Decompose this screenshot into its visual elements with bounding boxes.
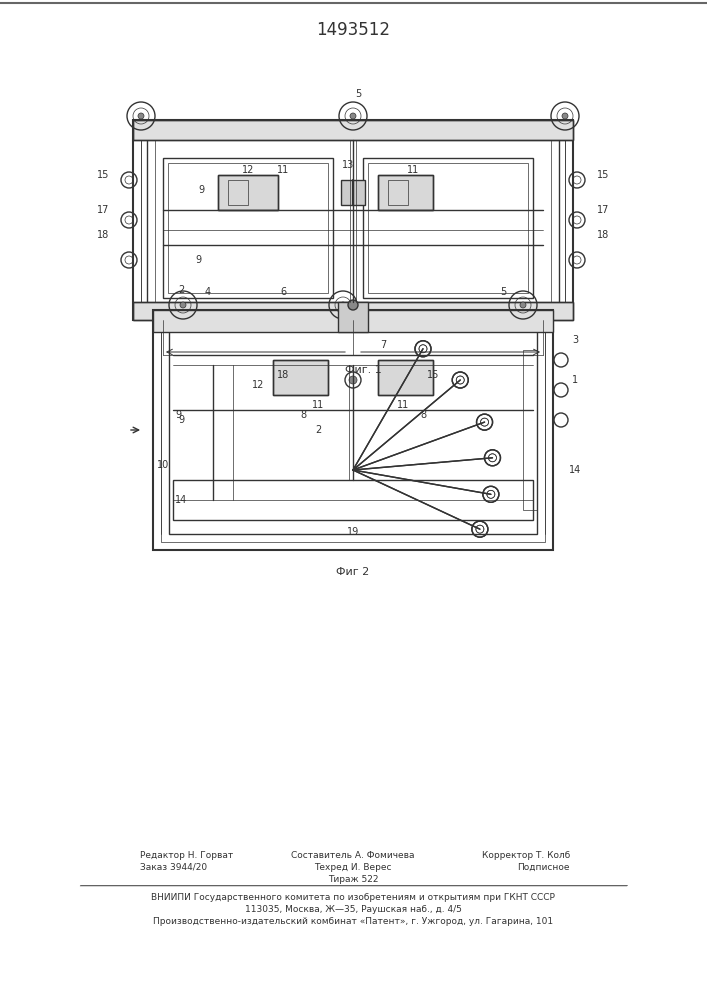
Text: 7: 7 xyxy=(380,340,386,350)
Circle shape xyxy=(349,376,357,384)
Text: 8: 8 xyxy=(420,410,426,420)
Text: 18: 18 xyxy=(277,370,289,380)
Bar xyxy=(133,120,573,140)
Text: Производственно-издательский комбинат «Патент», г. Ужгород, ул. Гагарина, 101: Производственно-издательский комбинат «П… xyxy=(153,916,553,926)
Text: 15: 15 xyxy=(97,170,109,180)
Bar xyxy=(133,120,573,140)
Bar xyxy=(273,360,328,395)
Bar xyxy=(141,128,565,312)
Text: 3: 3 xyxy=(572,335,578,345)
Circle shape xyxy=(350,113,356,119)
Bar xyxy=(378,360,433,395)
Bar xyxy=(153,310,553,550)
Text: Тираж 522: Тираж 522 xyxy=(328,874,378,884)
Bar xyxy=(341,180,365,205)
Bar xyxy=(161,318,545,542)
Text: 18: 18 xyxy=(97,230,109,240)
Bar xyxy=(173,480,533,520)
Text: 12: 12 xyxy=(252,380,264,390)
Text: 8: 8 xyxy=(300,410,306,420)
Text: 11: 11 xyxy=(312,400,324,410)
Text: 5: 5 xyxy=(355,89,361,99)
Text: 18: 18 xyxy=(597,230,609,240)
Bar xyxy=(368,163,528,293)
Text: 9: 9 xyxy=(198,185,204,195)
Text: 11: 11 xyxy=(397,400,409,410)
Text: Составитель А. Фомичева: Составитель А. Фомичева xyxy=(291,850,415,859)
Text: Корректор Т. Колб: Корректор Т. Колб xyxy=(481,850,570,859)
Bar xyxy=(168,163,328,293)
Text: Фиг 2: Фиг 2 xyxy=(337,567,370,577)
Circle shape xyxy=(138,113,144,119)
Bar xyxy=(169,326,537,534)
Bar xyxy=(133,302,573,320)
Bar xyxy=(153,310,553,332)
Bar xyxy=(218,175,278,210)
Circle shape xyxy=(180,302,186,308)
Text: 13: 13 xyxy=(342,160,354,170)
Circle shape xyxy=(348,300,358,310)
Text: 10: 10 xyxy=(157,460,169,470)
Text: 17: 17 xyxy=(97,205,109,215)
Text: 2: 2 xyxy=(178,285,184,295)
Bar xyxy=(228,180,248,205)
Circle shape xyxy=(520,302,526,308)
Circle shape xyxy=(562,113,568,119)
Text: 1493512: 1493512 xyxy=(316,21,390,39)
Text: ВНИИПИ Государственного комитета по изобретениям и открытиям при ГКНТ СССР: ВНИИПИ Государственного комитета по изоб… xyxy=(151,892,555,902)
Text: 12: 12 xyxy=(242,165,255,175)
Text: 9: 9 xyxy=(195,255,201,265)
Bar xyxy=(388,180,408,205)
Text: Подписное: Подписное xyxy=(518,862,570,871)
Text: Заказ 3944/20: Заказ 3944/20 xyxy=(140,862,207,871)
Text: 4: 4 xyxy=(205,287,211,297)
Text: 14: 14 xyxy=(569,465,581,475)
Text: 2: 2 xyxy=(315,425,321,435)
Text: 11: 11 xyxy=(277,165,289,175)
Text: Фиг. 1: Фиг. 1 xyxy=(344,365,381,375)
Text: Техред И. Верес: Техред И. Верес xyxy=(314,862,392,871)
Text: 9: 9 xyxy=(175,410,181,420)
Text: 14: 14 xyxy=(175,495,187,505)
Text: 5: 5 xyxy=(500,287,506,297)
Bar xyxy=(523,350,537,510)
Bar xyxy=(163,158,333,298)
Bar xyxy=(273,360,328,395)
Text: 15: 15 xyxy=(597,170,609,180)
Bar xyxy=(133,302,573,320)
Text: 113035, Москва, Ж—35, Раушская наб., д. 4/5: 113035, Москва, Ж—35, Раушская наб., д. … xyxy=(245,904,462,914)
Text: 9: 9 xyxy=(178,415,184,425)
Bar xyxy=(133,120,573,320)
Text: 17: 17 xyxy=(597,205,609,215)
Text: 1: 1 xyxy=(572,375,578,385)
Bar xyxy=(378,175,433,210)
Text: Редактор Н. Горват: Редактор Н. Горват xyxy=(140,850,233,859)
Circle shape xyxy=(340,302,346,308)
Text: 6: 6 xyxy=(280,287,286,297)
Bar xyxy=(338,302,368,332)
Bar xyxy=(147,134,559,306)
Bar xyxy=(363,158,533,298)
Bar xyxy=(378,360,433,395)
Text: 15: 15 xyxy=(427,370,439,380)
Bar xyxy=(218,175,278,210)
Bar xyxy=(378,175,433,210)
Text: 11: 11 xyxy=(407,165,419,175)
Text: 19: 19 xyxy=(347,527,359,537)
